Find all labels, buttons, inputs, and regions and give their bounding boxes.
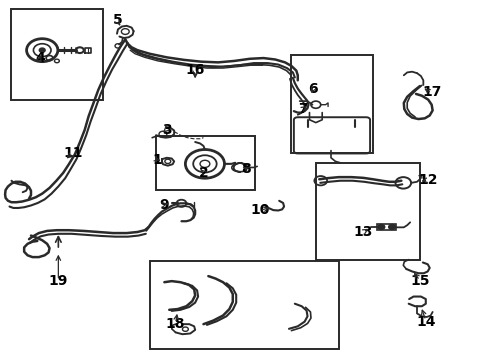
Text: 18: 18: [166, 317, 185, 331]
Bar: [156, 136, 255, 190]
Text: 3: 3: [162, 123, 171, 137]
Text: 7: 7: [298, 102, 307, 116]
Circle shape: [39, 48, 45, 52]
Circle shape: [389, 225, 395, 229]
Bar: [377, 224, 396, 230]
Text: 16: 16: [186, 63, 205, 77]
Bar: [316, 163, 420, 260]
Text: 19: 19: [49, 274, 68, 288]
Text: 17: 17: [422, 85, 441, 99]
Text: 13: 13: [354, 225, 373, 239]
Text: 8: 8: [241, 162, 251, 176]
Text: 12: 12: [418, 173, 438, 187]
Text: 2: 2: [198, 166, 208, 180]
Circle shape: [378, 225, 385, 229]
Text: 11: 11: [63, 146, 83, 160]
Text: 4: 4: [35, 51, 45, 65]
Text: 6: 6: [309, 82, 318, 95]
Text: 10: 10: [250, 203, 270, 217]
Text: 15: 15: [410, 274, 430, 288]
Bar: [11, 9, 103, 100]
Text: 14: 14: [416, 315, 436, 329]
Text: 5: 5: [113, 13, 123, 27]
Bar: [150, 261, 339, 349]
Bar: [292, 55, 373, 153]
Text: 1: 1: [152, 153, 162, 167]
Text: 9: 9: [160, 198, 169, 212]
